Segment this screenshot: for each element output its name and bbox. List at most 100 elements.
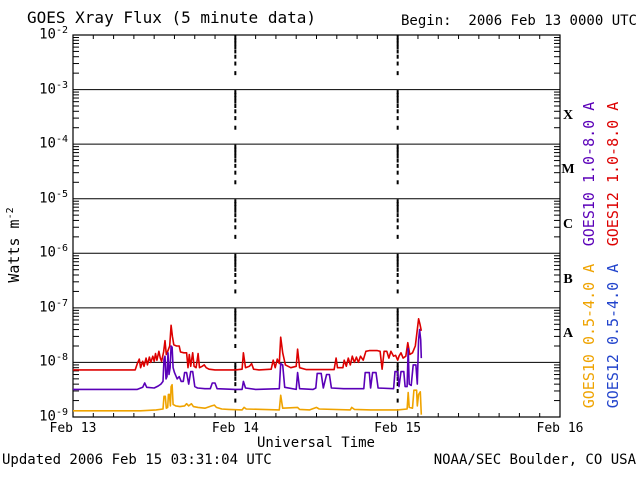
- day-gridline-dash: [234, 99, 237, 104]
- day-gridline-dash: [396, 273, 399, 278]
- day-gridline-dash: [234, 279, 237, 284]
- series-goes10-1-0-8-0-a: [73, 328, 423, 391]
- day-gridline-dash: [396, 116, 399, 121]
- day-gridline-dash: [234, 372, 237, 377]
- day-gridline-dash: [396, 253, 399, 258]
- day-gridline-dash: [234, 125, 237, 130]
- day-gridline-dash: [234, 317, 237, 322]
- day-gridline-dash: [396, 267, 399, 272]
- day-gridline-dash: [234, 170, 237, 175]
- day-gridline-dash: [396, 279, 399, 284]
- day-gridline-dash: [396, 150, 399, 155]
- day-gridline-dash: [396, 99, 399, 104]
- day-gridline-dash: [234, 96, 237, 101]
- day-gridline-dash: [396, 54, 399, 59]
- day-gridline-dash: [396, 362, 399, 367]
- day-gridline-dash: [234, 314, 237, 319]
- series-goes12-1-0-8-0-a: [73, 318, 423, 371]
- day-gridline-dash: [234, 92, 237, 97]
- x-tick-label: Feb 16: [536, 421, 584, 436]
- day-gridline-dash: [396, 61, 399, 66]
- y-tick-label: 10-5: [39, 188, 68, 207]
- day-gridline-dash: [234, 199, 237, 204]
- day-gridline-dash: [396, 202, 399, 207]
- day-gridline-dash: [234, 225, 237, 230]
- day-gridline-dash: [396, 154, 399, 159]
- day-gridline-dash: [396, 322, 399, 327]
- day-gridline-dash: [234, 327, 237, 332]
- day-gridline-dash: [396, 263, 399, 268]
- day-gridline-dash: [396, 41, 399, 46]
- source-attribution: NOAA/SEC Boulder, CO USA: [433, 452, 636, 468]
- day-gridline-dash: [234, 256, 237, 261]
- legend-item-goes12-0-5-4-0-a: GOES12 0.5-4.0 A: [604, 263, 622, 409]
- day-gridline-dash: [396, 317, 399, 322]
- day-gridline-dash: [396, 308, 399, 313]
- x-axis-title: Universal Time: [256, 435, 375, 451]
- y-tick-label: 10-9: [39, 407, 68, 425]
- day-gridline-dash: [396, 208, 399, 213]
- day-gridline-dash: [234, 61, 237, 66]
- day-gridline-dash: [234, 311, 237, 316]
- x-tick-label: Feb 15: [374, 421, 422, 436]
- day-gridline-dash: [396, 163, 399, 168]
- day-gridline-dash: [234, 180, 237, 185]
- day-gridline-dash: [396, 71, 399, 76]
- day-gridline-dash: [396, 144, 399, 149]
- day-gridline-dash: [234, 365, 237, 370]
- flux-class-letter-a: A: [562, 326, 574, 342]
- day-gridline-dash: [396, 125, 399, 130]
- day-gridline-dash: [396, 289, 399, 294]
- day-gridline-dash: [234, 388, 237, 393]
- day-gridline-dash: [396, 92, 399, 97]
- day-gridline-dash: [234, 154, 237, 159]
- day-gridline-dash: [234, 344, 237, 349]
- day-gridline-dash: [234, 218, 237, 223]
- day-gridline-dash: [234, 362, 237, 367]
- day-gridline-dash: [234, 376, 237, 381]
- legend-item-goes10-0-5-4-0-a: GOES10 0.5-4.0 A: [580, 263, 598, 409]
- day-gridline-dash: [396, 344, 399, 349]
- day-gridline-dash: [396, 382, 399, 387]
- day-gridline-dash: [234, 158, 237, 163]
- day-gridline-dash: [396, 103, 399, 108]
- day-gridline-dash: [234, 267, 237, 272]
- day-gridline-dash: [396, 259, 399, 264]
- day-gridline-dash: [234, 116, 237, 121]
- day-gridline-dash: [396, 158, 399, 163]
- legend-item-goes10-1-0-8-0-a: GOES10 1.0-8.0 A: [580, 101, 598, 247]
- day-gridline-dash: [234, 147, 237, 152]
- day-gridline-dash: [396, 314, 399, 319]
- day-gridline-dash: [234, 234, 237, 239]
- day-gridline-dash: [234, 322, 237, 327]
- day-gridline-dash: [396, 213, 399, 218]
- day-gridline-dash: [234, 71, 237, 76]
- day-gridline-dash: [396, 327, 399, 332]
- day-gridline-dash: [396, 109, 399, 114]
- day-gridline-dash: [396, 225, 399, 230]
- day-gridline-dash: [396, 398, 399, 403]
- y-axis-label-base: Watts m: [5, 219, 23, 283]
- day-gridline-dash: [234, 163, 237, 168]
- y-tick-label: 10-3: [39, 79, 68, 98]
- day-gridline-dash: [234, 273, 237, 278]
- plot-frame: [72, 34, 561, 418]
- y-tick-label: 10-4: [39, 134, 68, 152]
- day-gridline-dash: [234, 90, 237, 95]
- day-gridline-dash: [234, 289, 237, 294]
- day-gridline-dash: [234, 103, 237, 108]
- y-tick-label: 10-7: [39, 297, 68, 316]
- day-gridline-dash: [234, 263, 237, 268]
- chart-title: GOES Xray Flux (5 minute data): [27, 8, 316, 27]
- day-gridline-dash: [234, 213, 237, 218]
- day-gridline-dash: [396, 388, 399, 393]
- day-gridline-dash: [396, 334, 399, 339]
- day-gridline-dash: [234, 208, 237, 213]
- day-gridline-dash: [234, 109, 237, 114]
- flux-class-letter-c: C: [562, 217, 574, 232]
- day-gridline-dash: [234, 49, 237, 54]
- day-gridline-dash: [234, 382, 237, 387]
- day-gridline-dash: [234, 150, 237, 155]
